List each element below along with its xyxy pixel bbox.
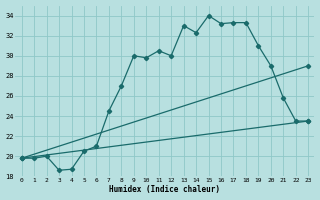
X-axis label: Humidex (Indice chaleur): Humidex (Indice chaleur) bbox=[109, 185, 220, 194]
